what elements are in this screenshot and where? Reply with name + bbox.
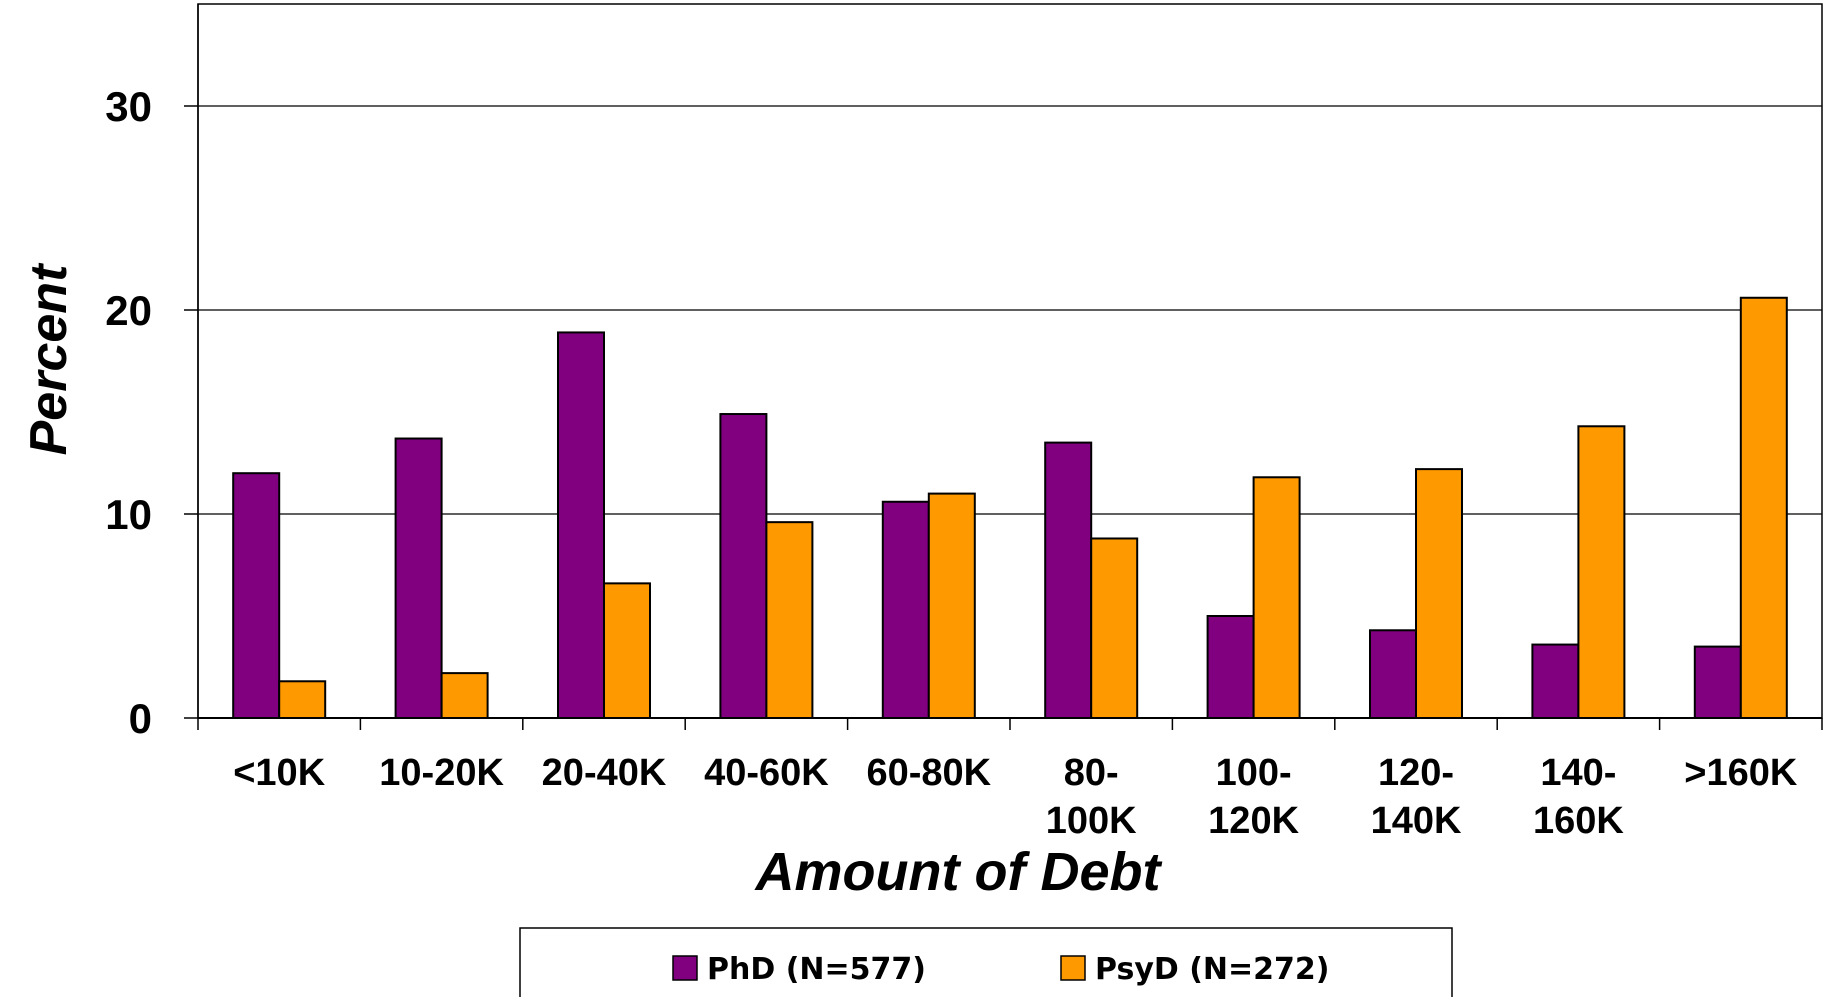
legend: PhD (N=577) PsyD (N=272) [519,927,1453,997]
legend-label: PsyD (N=272) [1095,952,1330,987]
bar-psyd [765,521,814,719]
bar-psyd [603,582,651,719]
x-axis-title: Amount of Debt [754,842,1163,902]
x-tick-label: 120-140K [1371,752,1462,842]
bar-phd [1693,645,1742,719]
bar-phd [1531,643,1580,719]
y-tick-label: 20 [105,287,152,334]
x-tick-label: 140-160K [1533,752,1624,842]
bar-psyd [1739,296,1788,719]
bar-phd [1369,629,1417,720]
bar-phd [1044,441,1093,719]
axes [184,4,1823,730]
bar-phd [719,413,768,719]
gridlines [198,105,1822,515]
x-tick-label: <10K [233,752,325,794]
bar-phd [1206,615,1255,719]
y-tick-label: 10 [105,491,152,538]
x-tick-label: 100-120K [1208,752,1299,842]
y-tick-label: 0 [129,695,152,742]
plot-area [197,3,1823,719]
bar-phd [394,437,443,719]
bar-psyd [927,492,976,719]
y-axis-title: Percent [20,262,78,455]
x-tick-label: >160K [1684,752,1798,794]
legend-label: PhD (N=577) [707,952,926,987]
bar-phd [881,500,930,720]
plot-border [197,3,1823,719]
bar-psyd [1415,468,1463,719]
legend-swatch [672,955,698,981]
y-tick-label: 30 [105,83,152,130]
bars [232,296,1788,720]
x-tick-label: 60-80K [866,752,991,794]
bar-psyd [440,672,489,719]
x-tick-label: 80-100K [1046,752,1137,842]
x-tick-label: 40-60K [704,752,829,794]
x-tick-label: 20-40K [542,752,667,794]
x-tick-label: 10-20K [379,752,504,794]
bar-psyd [1252,476,1301,719]
y-tick-labels: 0 10 20 30 [105,83,152,742]
bar-phd [557,331,605,719]
bar-psyd [1090,537,1139,719]
bar-phd [232,472,281,720]
bar-psyd [278,680,327,720]
x-tick-labels: <10K 10-20K 20-40K 40-60K 60-80K 80-100K 100-1… [233,752,1798,842]
bar-psyd [1577,425,1626,719]
legend-swatch [1060,955,1086,981]
